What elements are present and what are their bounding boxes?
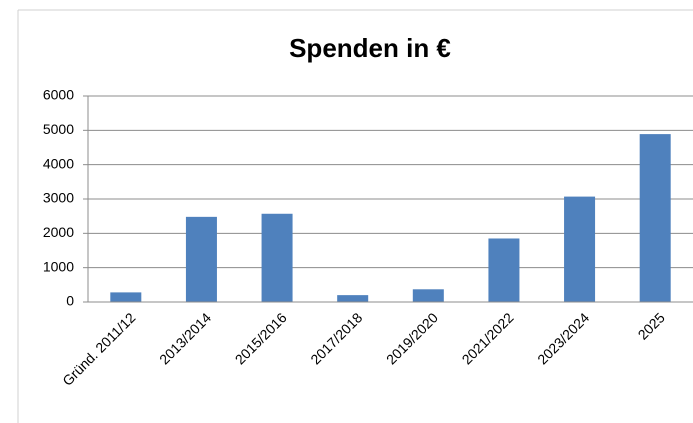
x-tick-label: 2013/2014 xyxy=(156,309,214,367)
x-tick-label: 2023/2024 xyxy=(534,309,592,367)
x-tick-label: 2019/2020 xyxy=(383,309,441,367)
bar xyxy=(185,216,217,302)
x-tick-label: 2021/2022 xyxy=(459,309,517,367)
bar xyxy=(261,213,293,302)
y-tick-label: 6000 xyxy=(43,87,74,103)
bar xyxy=(639,134,671,302)
x-tick-label: 2015/2016 xyxy=(232,309,290,367)
x-tick-label: Gründ. 2011/12 xyxy=(59,309,139,389)
y-tick-label: 0 xyxy=(66,293,74,309)
y-tick-label: 3000 xyxy=(43,190,74,206)
x-tick-label: 2025 xyxy=(635,309,668,342)
y-tick-label: 2000 xyxy=(43,224,74,240)
bar xyxy=(337,295,369,302)
chart-title: Spenden in € xyxy=(289,33,451,63)
x-tick-label: 2017/2018 xyxy=(307,309,365,367)
bar xyxy=(564,196,596,302)
y-tick-label: 4000 xyxy=(43,155,74,171)
y-tick-label: 1000 xyxy=(43,258,74,274)
bar xyxy=(412,289,444,302)
bar xyxy=(110,292,142,302)
bar xyxy=(488,238,520,302)
y-tick-label: 5000 xyxy=(43,121,74,137)
